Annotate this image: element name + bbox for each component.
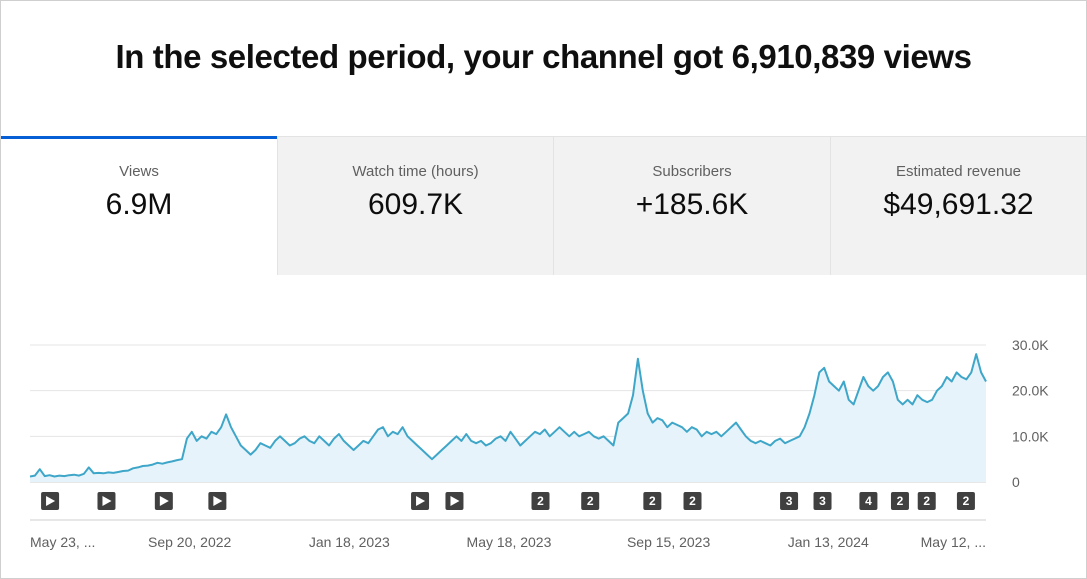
- x-tick-label: May 18, 2023: [467, 534, 552, 550]
- play-icon: [46, 496, 56, 506]
- x-tick-label: Jan 13, 2024: [788, 534, 869, 550]
- multi-video-marker: [643, 492, 662, 510]
- y-tick-label: 30.0K: [1012, 337, 1049, 353]
- play-icon: [450, 496, 460, 506]
- tab-watch-time-value: 609.7K: [367, 188, 464, 221]
- multi-video-marker: [956, 492, 975, 510]
- tab-subscribers-label: Subscribers: [652, 163, 732, 180]
- tab-subscribers-value: +185.6K: [635, 188, 749, 221]
- multi-video-marker: [780, 492, 799, 510]
- multi-video-marker: [581, 492, 600, 510]
- tab-estimated-revenue[interactable]: Estimated revenue $49,691.32: [830, 136, 1086, 275]
- y-tick-label: 0: [1012, 474, 1020, 490]
- play-icon: [416, 496, 426, 506]
- x-tick-label: Jan 18, 2023: [309, 534, 390, 550]
- tab-watch-time-label: Watch time (hours): [352, 163, 479, 180]
- views-chart: 0 10.0K 20.0K 30.0K 2 2 2 2 3 3 4 2 2 2 May 23, ... Sep…: [29, 337, 1049, 550]
- marker-count: 4: [865, 494, 872, 508]
- play-icon: [102, 496, 112, 506]
- series-area: [30, 354, 986, 482]
- marker-count: 3: [819, 494, 826, 508]
- multi-video-marker: [813, 492, 832, 510]
- tab-views-value: 6.9M: [105, 188, 173, 221]
- multi-video-marker: [890, 492, 909, 510]
- marker-count: 2: [963, 494, 970, 508]
- multi-video-marker: [531, 492, 550, 510]
- marker-count: 2: [689, 494, 696, 508]
- marker-count: 2: [587, 494, 594, 508]
- y-tick-label: 10.0K: [1012, 428, 1049, 444]
- marker-count: 2: [649, 494, 656, 508]
- tab-watch-time[interactable]: Watch time (hours) 609.7K: [277, 136, 553, 275]
- y-tick-label: 20.0K: [1012, 383, 1049, 399]
- play-icon: [213, 496, 223, 506]
- x-tick-label: May 12, ...: [921, 534, 986, 550]
- page-title: In the selected period, your channel got…: [115, 38, 972, 75]
- marker-count: 2: [923, 494, 930, 508]
- x-tick-label: May 23, ...: [30, 534, 95, 550]
- play-icon: [159, 496, 169, 506]
- tab-revenue-value: $49,691.32: [883, 188, 1034, 221]
- series-line: [29, 353, 987, 478]
- multi-video-marker: [859, 492, 878, 510]
- marker-count: 3: [786, 494, 793, 508]
- tab-views-label: Views: [119, 163, 159, 180]
- tab-subscribers[interactable]: Subscribers +185.6K: [553, 136, 830, 275]
- marker-count: 2: [897, 494, 904, 508]
- marker-count: 2: [537, 494, 544, 508]
- multi-video-marker: [683, 492, 702, 510]
- metric-tabs: Views 6.9M Watch time (hours) 609.7K Sub…: [1, 136, 1086, 275]
- x-tick-label: Sep 20, 2022: [148, 534, 232, 550]
- tab-views[interactable]: Views 6.9M: [1, 136, 277, 275]
- multi-video-marker: [917, 492, 936, 510]
- x-tick-label: Sep 15, 2023: [627, 534, 711, 550]
- tab-revenue-label: Estimated revenue: [895, 163, 1022, 180]
